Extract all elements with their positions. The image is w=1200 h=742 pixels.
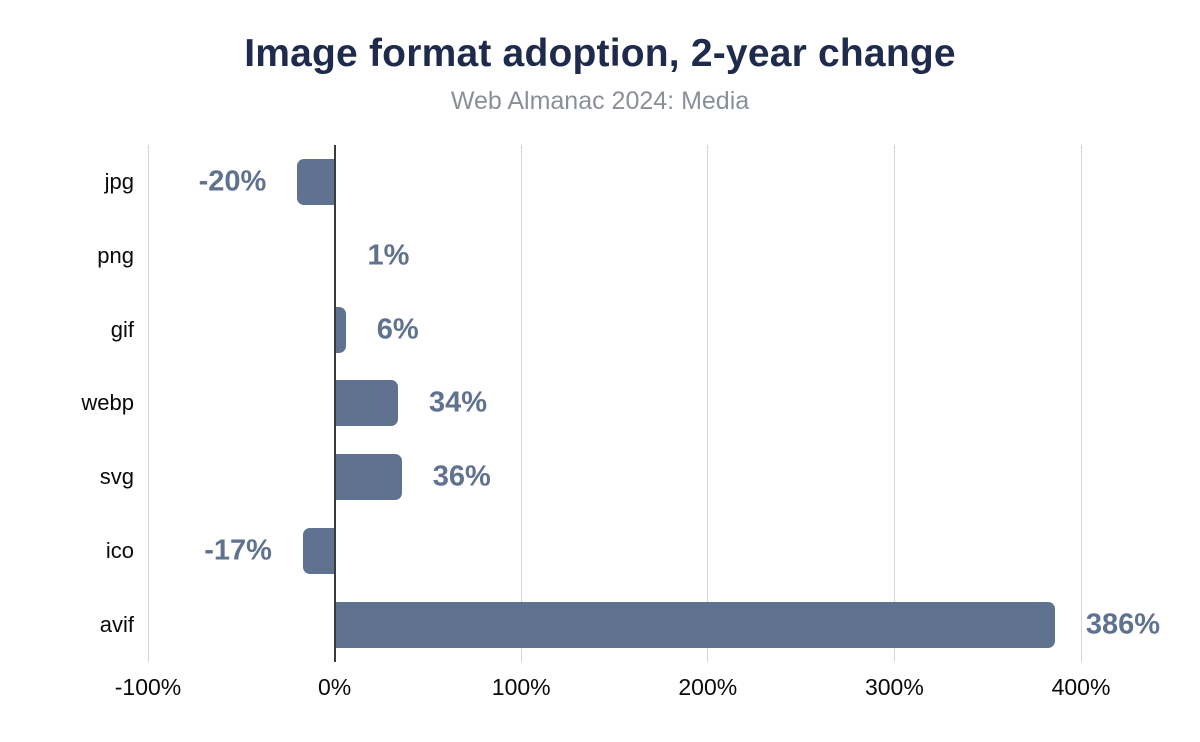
chart-row-jpg: jpg -20% bbox=[105, 145, 1081, 219]
x-tick-label--100%: -100% bbox=[114, 674, 182, 700]
bar-webp bbox=[334, 380, 399, 427]
value-label-webp: 34% bbox=[429, 386, 488, 419]
category-label-webp: webp bbox=[81, 390, 134, 416]
gridline--100% bbox=[147, 145, 149, 662]
category-label-png: png bbox=[97, 242, 134, 268]
chart-row-svg: svg 36% bbox=[100, 440, 1081, 514]
bar-gif bbox=[334, 306, 346, 353]
category-label-gif: gif bbox=[110, 316, 134, 342]
value-label-gif: 6% bbox=[376, 313, 419, 346]
category-label-avif: avif bbox=[99, 612, 134, 638]
x-tick-label-200%: 200% bbox=[678, 674, 738, 700]
plot-area: -100% 0% 100% 200% 300% 400% jpg -20% png 1% gif 6%… bbox=[81, 145, 1160, 700]
bar-avif bbox=[334, 602, 1055, 649]
chart-row-gif: gif 6% bbox=[111, 293, 1081, 367]
gridline-200% bbox=[707, 145, 709, 662]
x-tick-label-0%: 0% bbox=[317, 674, 352, 700]
bar-svg bbox=[334, 454, 402, 501]
value-label-svg: 36% bbox=[432, 460, 491, 493]
value-label-png: 1% bbox=[367, 239, 410, 272]
value-label-avif: 386% bbox=[1085, 608, 1161, 641]
gridline-400% bbox=[1080, 145, 1082, 662]
bar-ico bbox=[302, 528, 335, 575]
chart-title: Image format adoption, 2-year change bbox=[244, 32, 956, 75]
category-label-svg: svg bbox=[99, 464, 134, 490]
chart-row-ico: ico -17% bbox=[106, 514, 1081, 588]
chart-subtitle: Web Almanac 2024: Media bbox=[450, 87, 750, 115]
chart-row-webp: webp 34% bbox=[81, 367, 1081, 441]
x-tick-label-300%: 300% bbox=[864, 674, 924, 700]
category-label-ico: ico bbox=[105, 538, 134, 564]
gridline-300% bbox=[893, 145, 895, 662]
zero-axis-line bbox=[333, 145, 336, 662]
chart-row-png: png 1% bbox=[97, 219, 1081, 293]
bar-jpg bbox=[297, 158, 335, 205]
value-label-jpg: -20% bbox=[198, 165, 267, 198]
category-label-jpg: jpg bbox=[104, 168, 134, 194]
value-label-ico: -17% bbox=[204, 534, 272, 567]
x-tick-label-400%: 400% bbox=[1051, 674, 1111, 700]
chart-row-avif: avif 386% bbox=[100, 588, 1160, 662]
chart-header: Image format adoption, 2-year change Web… bbox=[0, 0, 1200, 116]
gridline-100% bbox=[520, 145, 522, 662]
x-tick-label-100%: 100% bbox=[491, 674, 551, 700]
